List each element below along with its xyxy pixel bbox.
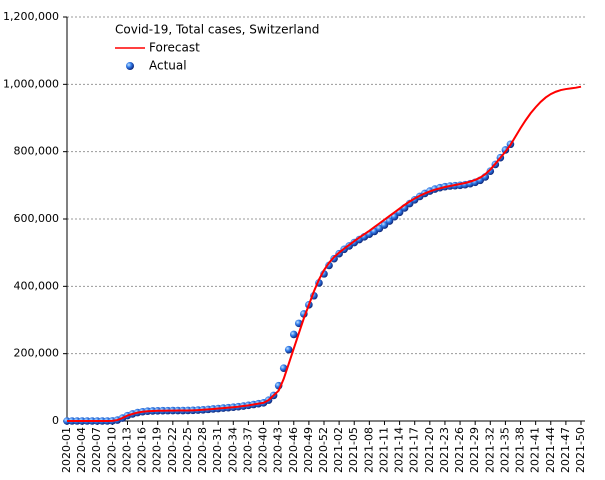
x-tick-label: 2020-34	[226, 427, 239, 473]
x-tick-label: 2020-04	[75, 427, 88, 473]
x-tick-label: 2020-07	[90, 427, 103, 473]
x-tick-label: 2020-37	[241, 427, 254, 473]
x-tick-label: 2021-05	[347, 427, 360, 473]
x-tick-label: 2020-40	[257, 427, 270, 473]
x-tick-label: 2021-44	[544, 427, 557, 473]
y-tick-label: 600,000	[14, 212, 60, 225]
x-tick-label: 2021-32	[483, 427, 496, 473]
x-tick-label: 2020-46	[287, 427, 300, 473]
x-tick-label: 2021-26	[453, 427, 466, 473]
x-tick-label: 2021-02	[332, 427, 345, 473]
x-tick-label: 2020-13	[120, 427, 133, 473]
x-tick-label: 2020-01	[60, 427, 73, 473]
legend-label: Forecast	[149, 41, 200, 55]
x-tick-label: 2020-10	[105, 427, 118, 473]
legend-label: Actual	[149, 59, 187, 73]
x-tick-label: 2021-35	[498, 427, 511, 473]
x-tick-label: 2021-11	[377, 427, 390, 473]
x-tick-label: 2020-28	[196, 427, 209, 473]
y-tick-label: 1,000,000	[3, 77, 59, 90]
x-tick-label: 2020-31	[211, 427, 224, 473]
x-tick-label: 2020-52	[317, 427, 330, 473]
x-tick-label: 2021-20	[423, 427, 436, 473]
y-tick-label: 1,200,000	[3, 10, 59, 23]
x-tick-label: 2021-08	[362, 427, 375, 473]
x-tick-label: 2020-19	[151, 427, 164, 473]
forecast-line	[67, 85, 582, 422]
actual-point	[284, 345, 293, 354]
legend-swatch	[126, 62, 134, 70]
x-tick-label: 2021-23	[438, 427, 451, 473]
y-tick-label: 400,000	[14, 279, 60, 292]
y-tick-label: 800,000	[14, 145, 60, 158]
actual-point	[279, 364, 288, 372]
x-tick-label: 2020-16	[136, 427, 149, 473]
x-tick-label: 2021-50	[574, 427, 587, 473]
actual-point	[486, 167, 495, 175]
x-tick-label: 2021-29	[468, 427, 481, 473]
x-tick-label: 2020-25	[181, 427, 194, 473]
x-tick-label: 2021-14	[393, 427, 406, 473]
x-tick-label: 2021-17	[408, 427, 421, 473]
legend-title: Covid-19, Total cases, Switzerland	[115, 23, 319, 37]
x-tick-label: 2021-41	[529, 427, 542, 473]
x-tick-label: 2020-22	[166, 427, 179, 473]
y-tick-label: 0	[52, 414, 59, 427]
x-tick-label: 2020-49	[302, 427, 315, 473]
x-tick-label: 2020-43	[272, 427, 285, 473]
x-tick-label: 2021-47	[559, 427, 572, 473]
actual-point	[289, 330, 298, 339]
actual-point	[385, 217, 394, 225]
x-tick-label: 2021-38	[514, 427, 527, 473]
y-tick-label: 200,000	[14, 347, 60, 360]
actual-point	[325, 261, 333, 270]
